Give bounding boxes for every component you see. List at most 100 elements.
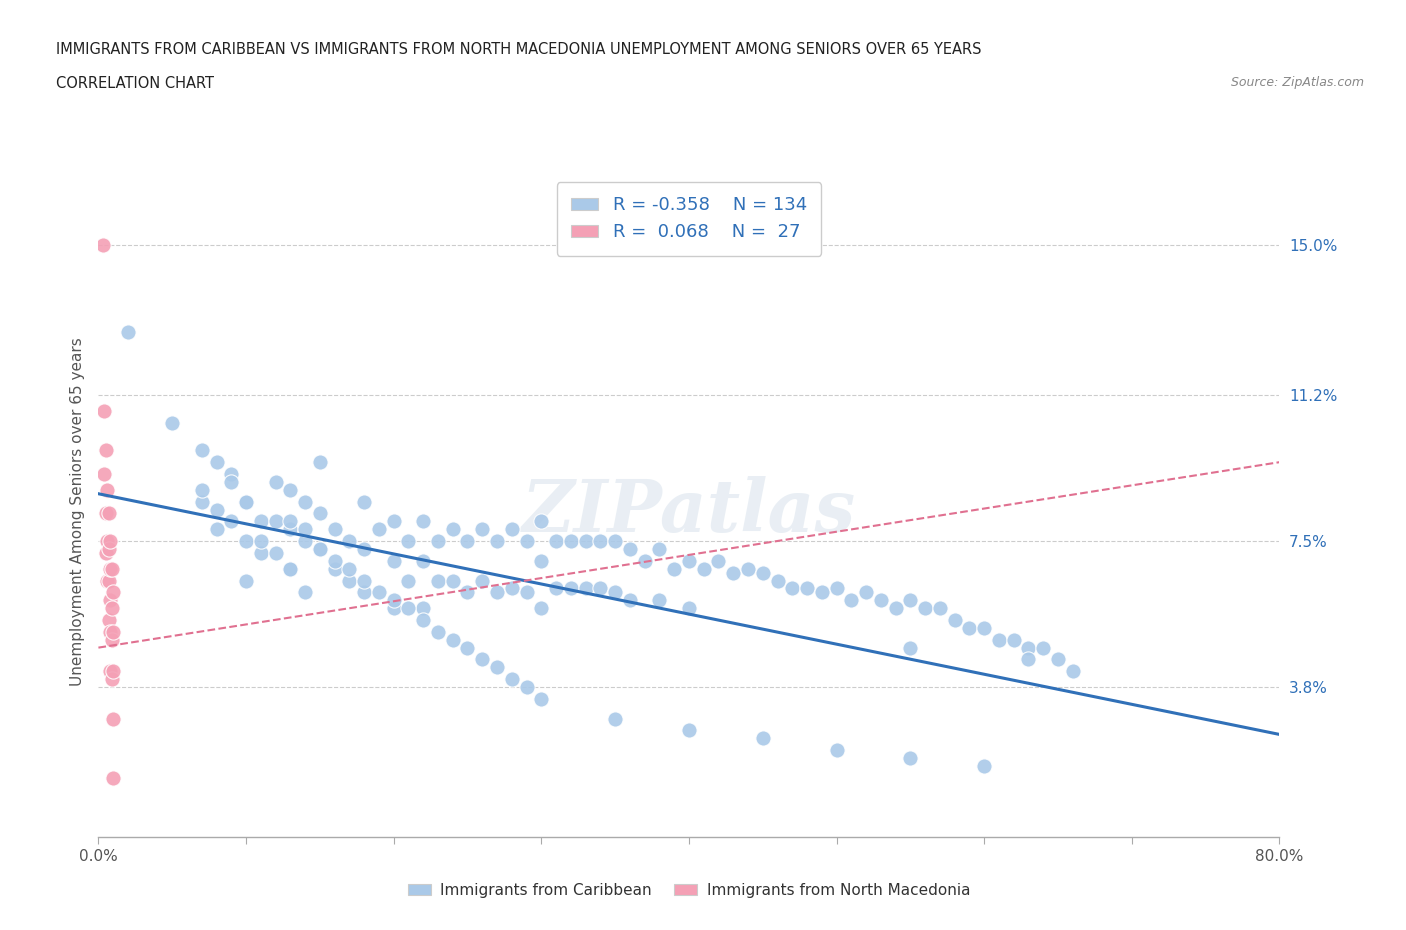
Text: ZIPatlas: ZIPatlas [522,476,856,547]
Point [323,553,346,568]
Point [353,494,375,509]
Point [427,573,450,588]
Point [396,573,419,588]
Legend: Immigrants from Caribbean, Immigrants from North Macedonia: Immigrants from Caribbean, Immigrants fr… [402,877,976,904]
Point [825,743,848,758]
Point [501,581,523,596]
Point [973,759,995,774]
Point [648,541,671,556]
Point [96,483,118,498]
Point [796,581,818,596]
Point [441,632,464,647]
Point [456,534,478,549]
Point [737,562,759,577]
Point [560,581,582,596]
Point [309,541,332,556]
Point [100,671,122,686]
Point [96,573,118,588]
Point [574,581,596,596]
Point [323,522,346,537]
Point [368,522,391,537]
Point [382,553,405,568]
Point [219,514,242,529]
Point [987,632,1010,647]
Point [914,601,936,616]
Point [93,404,115,418]
Point [412,601,434,616]
Point [294,585,316,600]
Point [648,592,671,607]
Point [693,562,716,577]
Point [98,592,121,607]
Point [368,585,391,600]
Point [515,680,537,695]
Point [589,534,612,549]
Point [855,585,877,600]
Point [973,620,995,635]
Point [103,711,125,726]
Point [605,711,627,726]
Point [235,494,257,509]
Point [98,534,121,549]
Point [278,483,302,498]
Point [353,573,375,588]
Point [235,494,257,509]
Point [782,581,804,596]
Point [337,573,360,588]
Point [103,770,125,785]
Point [412,514,434,529]
Point [1017,652,1039,667]
Point [103,585,125,600]
Point [900,640,922,655]
Point [235,534,257,549]
Point [515,534,537,549]
Point [94,546,117,561]
Point [633,553,655,568]
Point [869,592,891,607]
Point [309,506,332,521]
Point [721,565,744,580]
Point [278,514,302,529]
Point [96,534,118,549]
Point [93,467,115,482]
Point [264,546,287,561]
Point [98,664,121,679]
Point [427,624,450,639]
Point [97,541,120,556]
Point [678,601,700,616]
Point [235,573,257,588]
Point [100,601,122,616]
Point [839,592,862,607]
Point [191,494,214,509]
Point [943,613,966,628]
Point [678,553,700,568]
Point [900,751,922,765]
Point [1017,640,1039,655]
Point [1002,632,1025,647]
Point [751,565,773,580]
Point [294,522,316,537]
Point [766,573,789,588]
Point [294,534,316,549]
Point [530,553,553,568]
Point [544,581,567,596]
Point [605,585,627,600]
Point [530,692,553,707]
Point [309,455,332,470]
Point [91,238,114,253]
Point [337,534,360,549]
Point [103,664,125,679]
Point [530,514,553,529]
Point [382,592,405,607]
Point [959,620,981,635]
Point [100,632,122,647]
Text: CORRELATION CHART: CORRELATION CHART [56,76,214,91]
Point [382,601,405,616]
Point [560,534,582,549]
Point [456,585,478,600]
Point [117,325,139,339]
Point [205,502,228,517]
Point [544,534,567,549]
Point [412,613,434,628]
Y-axis label: Unemployment Among Seniors over 65 years: Unemployment Among Seniors over 65 years [69,338,84,686]
